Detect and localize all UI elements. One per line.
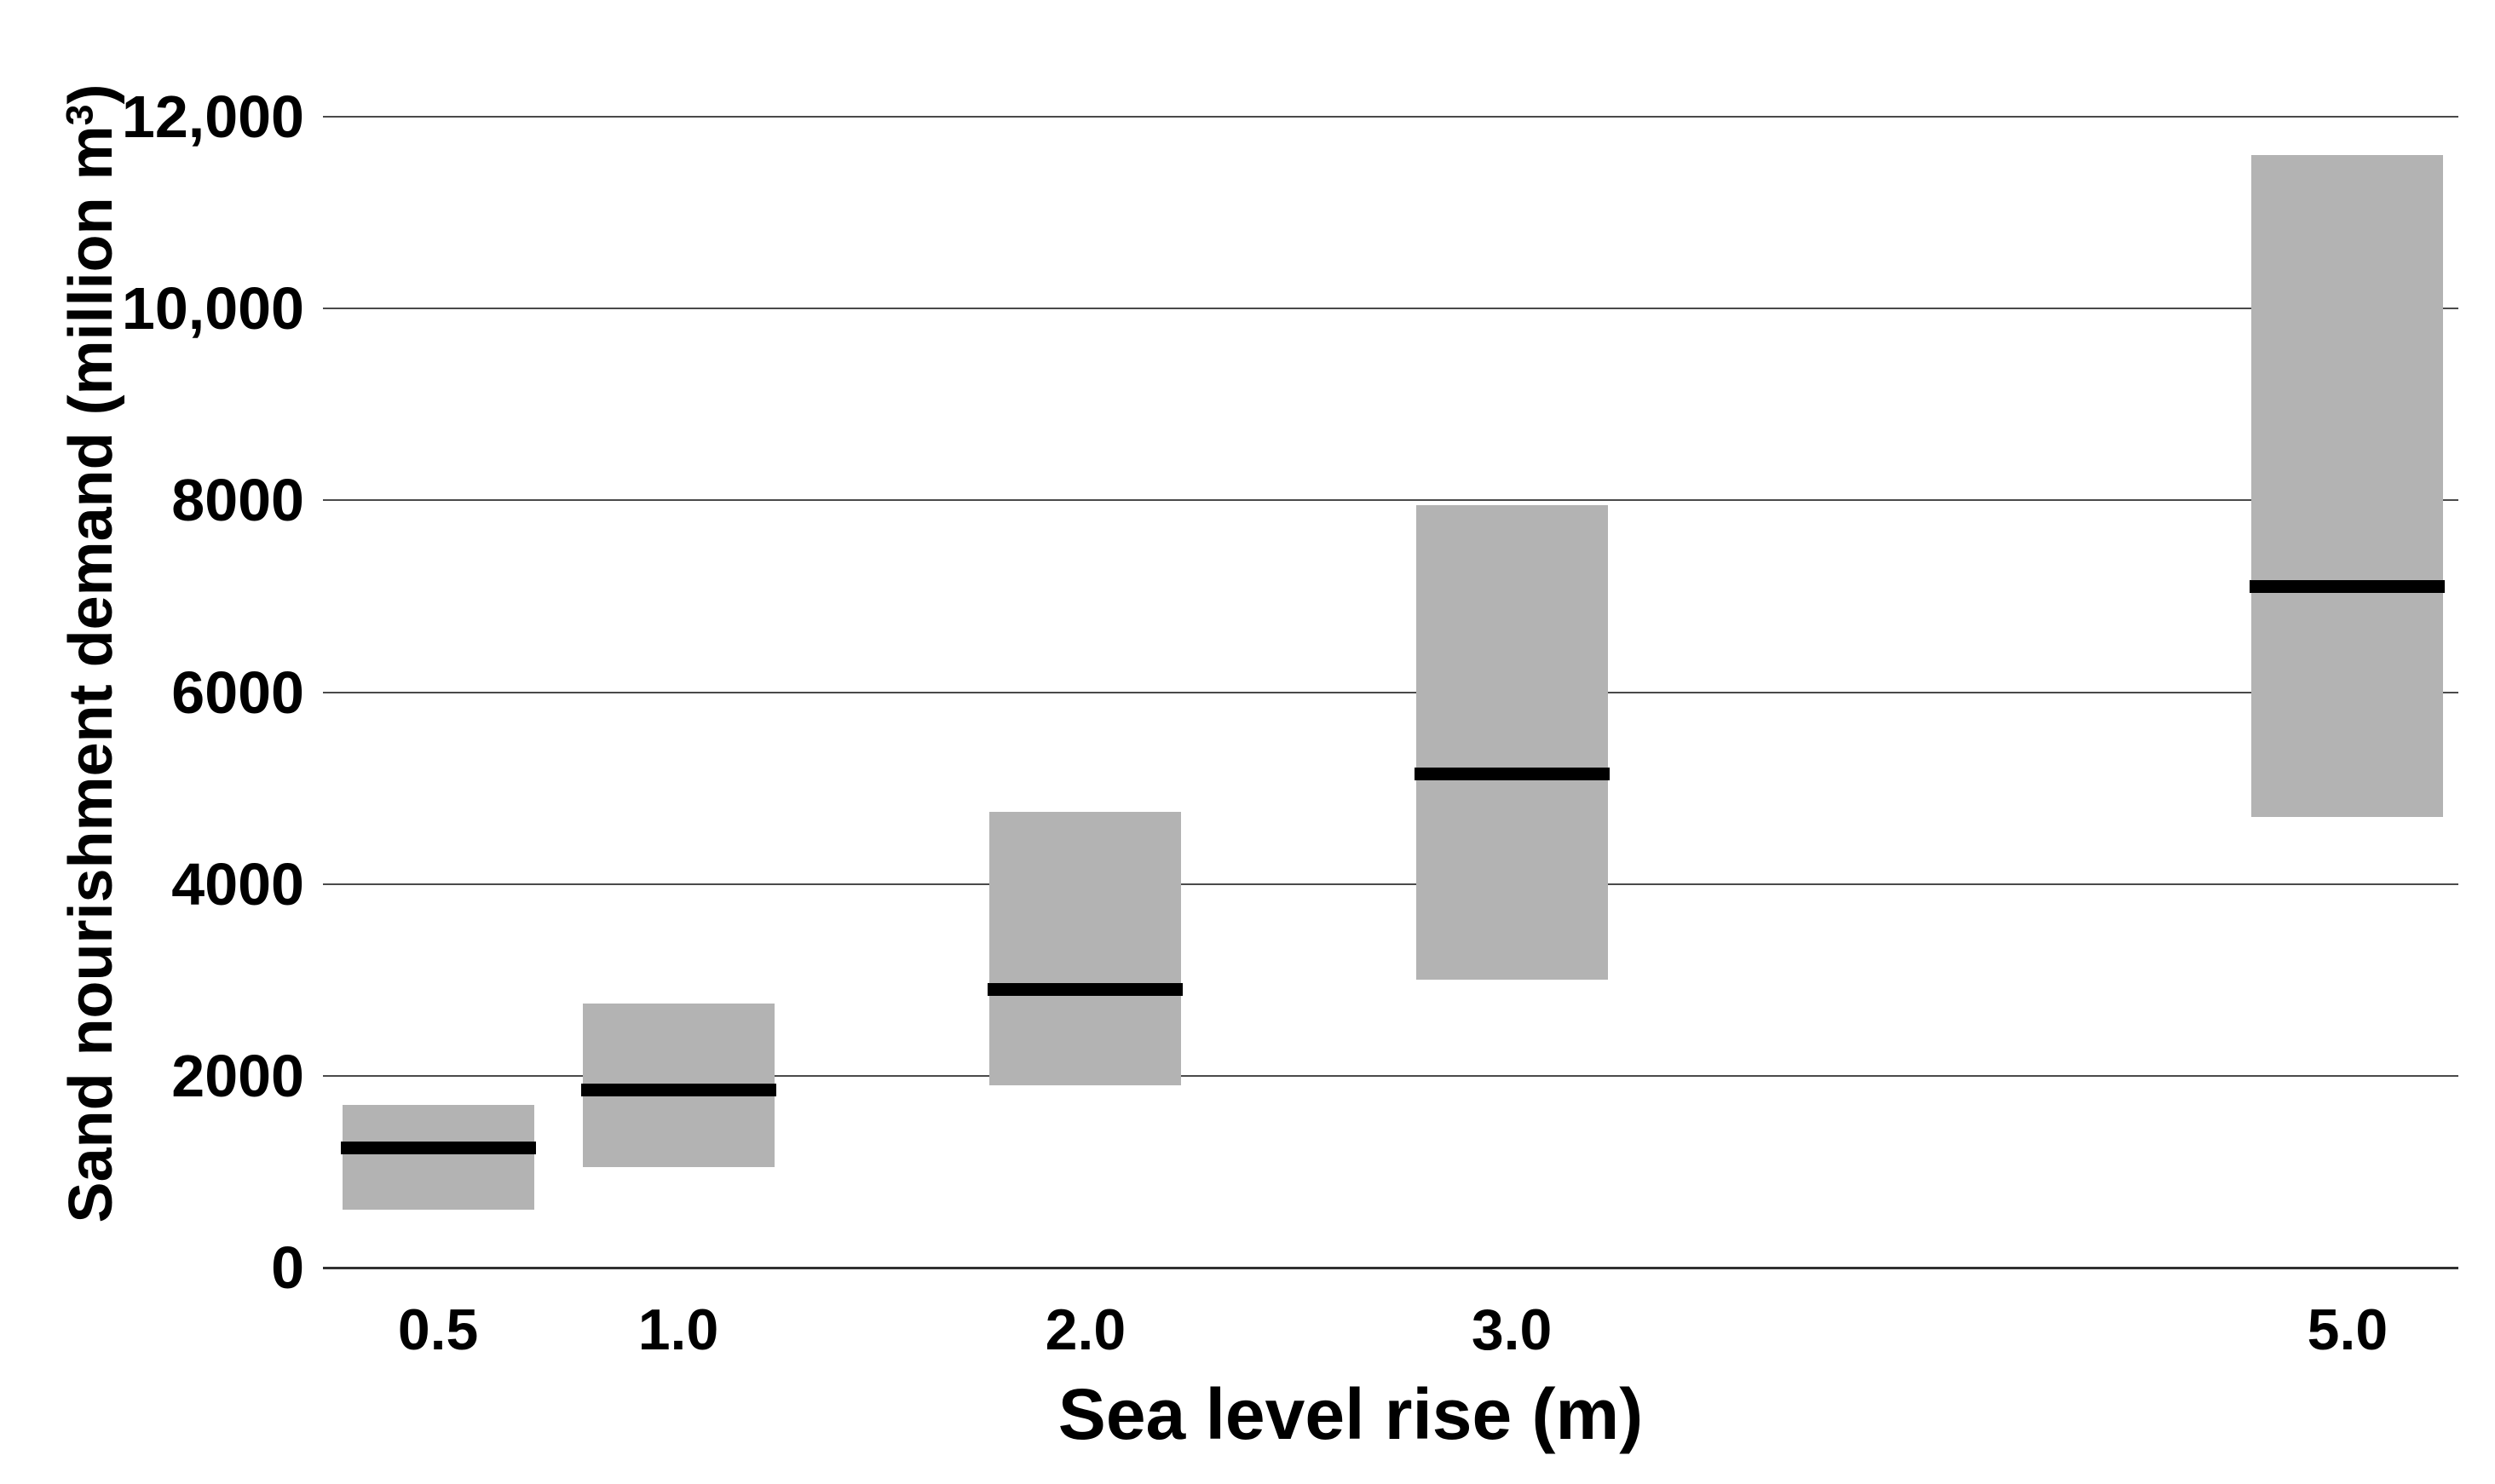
x-axis-title: Sea level rise (m) — [1057, 1374, 1644, 1454]
gridline — [323, 308, 2458, 310]
gridline — [323, 691, 2458, 693]
gridline — [323, 116, 2458, 118]
y-tick-label: 10,000 — [121, 275, 304, 342]
median-line — [988, 983, 1184, 996]
y-tick-label: 2000 — [171, 1042, 304, 1109]
y-tick-label: 6000 — [171, 659, 304, 726]
y-axis-title-close-paren: ) — [57, 83, 125, 105]
median-line — [2250, 580, 2446, 594]
range-bar — [989, 812, 1182, 1086]
range-bar — [1415, 505, 1608, 981]
y-tick-label: 0 — [271, 1234, 304, 1301]
x-axis-line — [323, 1266, 2458, 1269]
x-tick-label: 3.0 — [1471, 1297, 1553, 1362]
y-tick-label: 8000 — [171, 467, 304, 534]
median-line — [1414, 767, 1610, 780]
y-tick-label: 12,000 — [121, 83, 304, 151]
y-axis-title-superscript: 3 — [59, 104, 101, 126]
y-tick-label: 4000 — [171, 850, 304, 917]
gridline — [323, 883, 2458, 885]
median-line — [580, 1084, 776, 1097]
median-line — [340, 1141, 536, 1154]
range-bar — [342, 1104, 534, 1211]
y-axis-title: Sand nourishment demand (million m3) — [56, 84, 126, 1223]
range-bar — [2251, 155, 2444, 817]
x-tick-label: 0.5 — [397, 1297, 479, 1362]
x-tick-label: 2.0 — [1045, 1297, 1126, 1362]
gridline — [323, 1074, 2458, 1077]
x-tick-label: 5.0 — [2307, 1297, 2388, 1362]
x-tick-label: 1.0 — [637, 1297, 719, 1362]
y-axis-title-text: Sand nourishment demand (million m — [57, 125, 125, 1223]
gridline — [323, 499, 2458, 502]
